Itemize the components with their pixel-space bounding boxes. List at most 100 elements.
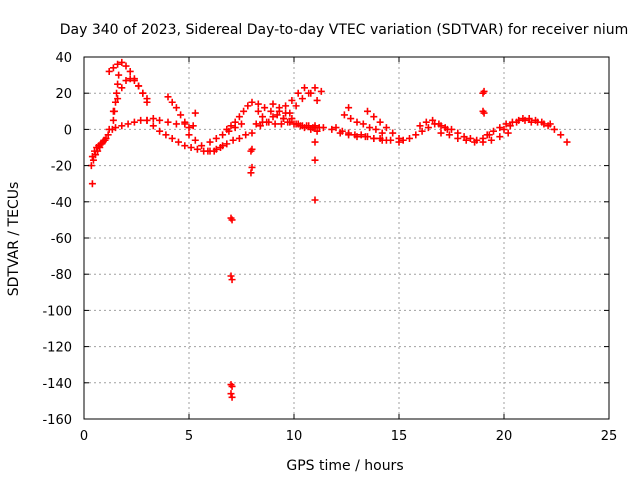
data-point — [191, 109, 199, 117]
data-point — [88, 153, 96, 161]
data-point — [122, 62, 130, 70]
data-point — [248, 163, 256, 171]
data-point — [483, 131, 491, 139]
series-outliers-eleven — [254, 107, 319, 204]
data-point — [313, 96, 321, 104]
data-point — [112, 124, 119, 132]
data-point — [294, 89, 302, 97]
data-point — [480, 109, 488, 117]
data-point — [89, 156, 97, 164]
data-point — [231, 124, 239, 132]
data-point — [376, 118, 384, 126]
data-point — [172, 104, 180, 112]
series-arc-fourteen — [364, 107, 403, 142]
y-axis-label: SDTVAR / TECUs — [6, 182, 22, 297]
series-arc-early-low — [88, 136, 109, 161]
y-tick-label: 20 — [55, 87, 72, 102]
data-point — [513, 118, 521, 126]
data-point — [311, 84, 319, 92]
x-axis-label: GPS time / hours — [286, 458, 403, 474]
data-point — [364, 133, 371, 141]
data-point — [210, 147, 218, 155]
data-point — [311, 122, 319, 130]
data-point — [228, 216, 236, 224]
data-point — [122, 77, 130, 85]
series-arc-eighteen — [448, 125, 493, 144]
data-point — [118, 58, 126, 66]
data-point — [181, 118, 189, 126]
x-tick-label: 5 — [185, 429, 193, 444]
y-tick-label: -40 — [51, 196, 72, 211]
data-point — [550, 125, 558, 133]
data-point — [114, 80, 122, 88]
data-point — [113, 89, 121, 97]
data-point — [359, 120, 367, 128]
data-point — [126, 75, 134, 83]
data-point — [345, 129, 353, 137]
data-point — [445, 131, 453, 139]
data-point — [267, 107, 275, 115]
data-point — [118, 84, 126, 92]
data-point — [273, 111, 281, 119]
data-point — [462, 136, 470, 144]
data-point — [185, 131, 193, 139]
data-point — [259, 113, 266, 121]
y-tick-label: -20 — [51, 160, 72, 175]
data-point — [261, 104, 269, 112]
y-tick-label: 0 — [64, 123, 72, 138]
data-point — [193, 145, 201, 153]
data-point — [114, 60, 122, 68]
data-point — [143, 116, 151, 124]
data-point — [429, 116, 437, 124]
data-point — [87, 162, 95, 170]
data-point — [228, 382, 236, 390]
data-point — [247, 169, 255, 177]
y-tick-label: -140 — [42, 377, 72, 392]
data-point — [340, 111, 348, 119]
data-point — [191, 136, 199, 144]
data-point — [504, 129, 512, 137]
data-point — [311, 156, 319, 164]
data-point — [177, 111, 185, 119]
data-point — [227, 122, 235, 130]
data-point — [172, 120, 180, 128]
data-point — [124, 120, 132, 128]
data-point — [240, 107, 248, 115]
data-point — [227, 390, 235, 398]
data-point — [563, 138, 571, 146]
data-point — [288, 96, 296, 104]
data-point — [435, 120, 443, 128]
data-point — [225, 127, 233, 135]
data-point — [490, 127, 497, 135]
series-arc-thirteen-high — [340, 111, 386, 137]
grid — [84, 57, 609, 419]
series-outliers-eight — [88, 109, 256, 188]
data-point — [189, 122, 197, 130]
y-tick-label: -60 — [51, 232, 72, 247]
data-point — [347, 115, 355, 123]
data-point — [345, 104, 353, 112]
data-point — [91, 147, 98, 155]
data-point — [496, 133, 504, 141]
data-point — [271, 120, 279, 128]
data-point — [109, 64, 117, 72]
data-point — [296, 122, 304, 130]
data-point — [328, 125, 336, 133]
data-point — [168, 134, 176, 142]
data-point — [525, 115, 533, 123]
chart-title: Day 340 of 2023, Sidereal Day-to-day VTE… — [60, 22, 629, 38]
data-point — [370, 134, 378, 142]
data-point — [254, 107, 262, 115]
data-point — [319, 124, 327, 132]
data-point — [280, 115, 287, 123]
data-point — [235, 113, 243, 121]
x-tick-label: 0 — [80, 429, 88, 444]
data-point — [114, 95, 122, 103]
series-outliers-seven — [227, 214, 236, 401]
data-point — [284, 118, 292, 126]
data-point — [313, 127, 321, 135]
data-point — [357, 131, 365, 139]
series-arc-rise-low — [206, 120, 245, 146]
data-point — [162, 131, 170, 139]
series-arc-bump — [164, 93, 193, 132]
